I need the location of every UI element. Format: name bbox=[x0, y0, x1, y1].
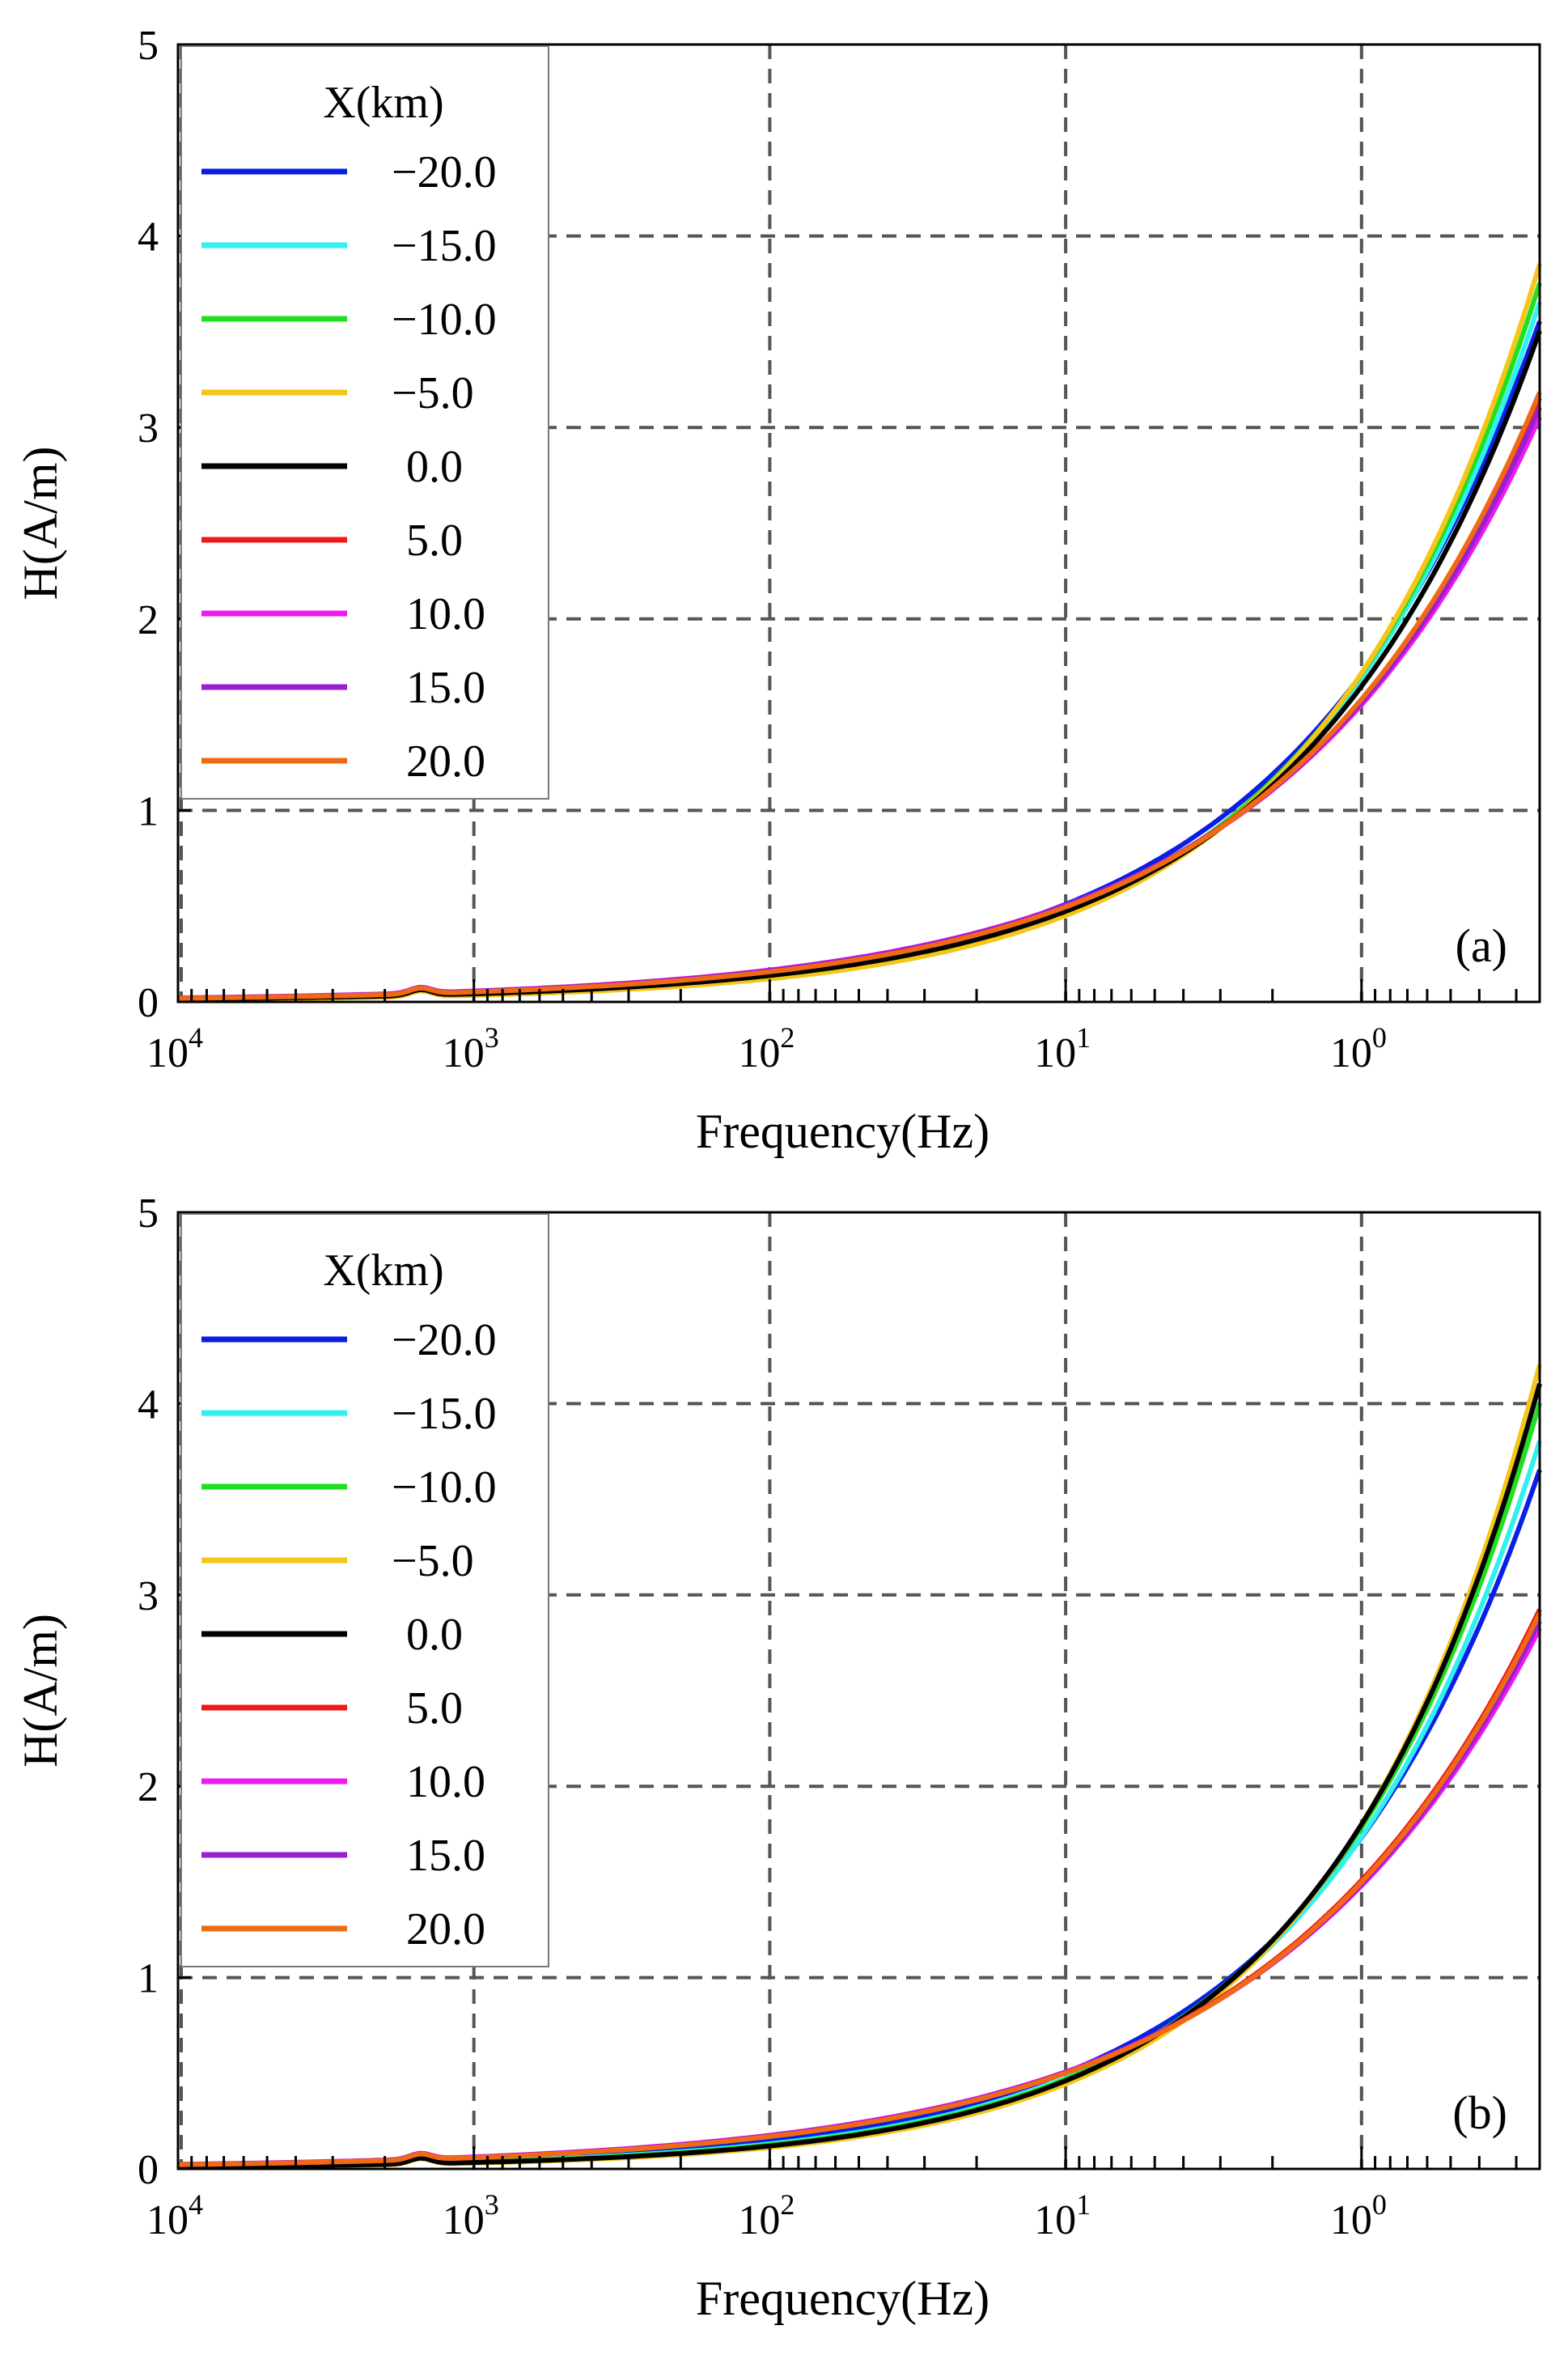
legend-entry-label: −10.0 bbox=[392, 295, 497, 345]
panel-label: (a) bbox=[1456, 919, 1507, 972]
x-tick-label: 102 bbox=[738, 1021, 795, 1076]
legend-entry-label: 20.0 bbox=[406, 1904, 485, 1954]
legend-entry-label: 0.0 bbox=[406, 1610, 463, 1660]
y-axis-label: H(A/m) bbox=[14, 447, 67, 600]
legend-entry-label: 15.0 bbox=[406, 1831, 485, 1881]
chart-panel-a: 0 1 2 3 4 5 104 103 102 101 100 Frequency(Hz) H(A/m)… bbox=[14, 23, 1542, 1158]
x-axis: 104 103 102 101 100 bbox=[146, 2146, 1518, 2243]
y-tick-label: 1 bbox=[138, 1956, 159, 2002]
x-tick-label: 100 bbox=[1330, 2188, 1387, 2243]
legend-entry-label: 15.0 bbox=[406, 663, 485, 713]
series-line-0.0 bbox=[177, 1382, 1542, 2170]
x-tick-label: 102 bbox=[738, 2188, 795, 2243]
legend-entry-label: −20.0 bbox=[392, 1315, 497, 1365]
legend-title: X(km) bbox=[323, 1246, 443, 1296]
x-tick-label: 104 bbox=[146, 2188, 203, 2243]
series-line-20.0 bbox=[177, 391, 1542, 1001]
y-tick-label: 5 bbox=[138, 23, 159, 69]
legend-entry-label: −5.0 bbox=[392, 1536, 474, 1586]
series-line-20.0 bbox=[177, 1612, 1542, 2167]
x-tick-label: 104 bbox=[146, 1021, 203, 1076]
x-tick-label: 103 bbox=[443, 2188, 499, 2243]
y-tick-label: 3 bbox=[138, 1573, 159, 1619]
x-tick-label: 103 bbox=[443, 1021, 499, 1076]
legend-entry-label: 0.0 bbox=[406, 442, 463, 492]
y-tick-label: 1 bbox=[138, 788, 159, 834]
x-axis: 104 103 102 101 100 bbox=[146, 979, 1518, 1076]
x-axis-label: Frequency(Hz) bbox=[696, 2272, 990, 2325]
legend-entry-label: 10.0 bbox=[406, 589, 485, 639]
legend-entry-label: 5.0 bbox=[406, 1683, 463, 1734]
x-tick-label: 100 bbox=[1330, 1021, 1387, 1076]
x-axis-label: Frequency(Hz) bbox=[696, 1105, 990, 1158]
legend-entry-label: −10.0 bbox=[392, 1462, 497, 1513]
legend-entry-label: −15.0 bbox=[392, 1389, 497, 1439]
legend: X(km) −20.0 −15.0 −10.0 −5.0 0.0 5.0 10.0 15.0 20… bbox=[180, 45, 549, 800]
y-tick-label: 4 bbox=[138, 214, 159, 261]
series-group bbox=[177, 263, 1542, 1003]
y-axis: 0 1 2 3 4 5 bbox=[138, 23, 191, 1026]
y-tick-label: 0 bbox=[138, 980, 159, 1026]
legend: X(km) −20.0 −15.0 −10.0 −5.0 0.0 5.0 10.0 15.0 20… bbox=[180, 1213, 549, 1967]
y-tick-label: 5 bbox=[138, 1190, 159, 1237]
x-tick-label: 101 bbox=[1034, 1021, 1091, 1076]
legend-entry-label: −15.0 bbox=[392, 221, 497, 271]
chart-panel-b: 0 1 2 3 4 5 104 103 102 101 100 Frequency(Hz) H(A/m)… bbox=[14, 1190, 1542, 2325]
legend-entry-label: −20.0 bbox=[392, 147, 497, 197]
legend-title: X(km) bbox=[323, 78, 443, 128]
y-tick-label: 0 bbox=[138, 2147, 159, 2193]
legend-entry-label: −5.0 bbox=[392, 368, 474, 418]
y-tick-label: 2 bbox=[138, 1764, 159, 1810]
y-axis-label: H(A/m) bbox=[14, 1614, 67, 1768]
series-group bbox=[177, 1364, 1542, 2170]
x-tick-label: 101 bbox=[1034, 2188, 1091, 2243]
y-tick-label: 4 bbox=[138, 1381, 159, 1428]
legend-entry-label: 20.0 bbox=[406, 736, 485, 787]
legend-entry-label: 10.0 bbox=[406, 1757, 485, 1807]
y-tick-label: 3 bbox=[138, 405, 159, 452]
legend-entry-label: 5.0 bbox=[406, 516, 463, 566]
y-axis: 0 1 2 3 4 5 bbox=[138, 1190, 191, 2193]
y-tick-label: 2 bbox=[138, 597, 159, 643]
panel-label: (b) bbox=[1452, 2086, 1507, 2139]
